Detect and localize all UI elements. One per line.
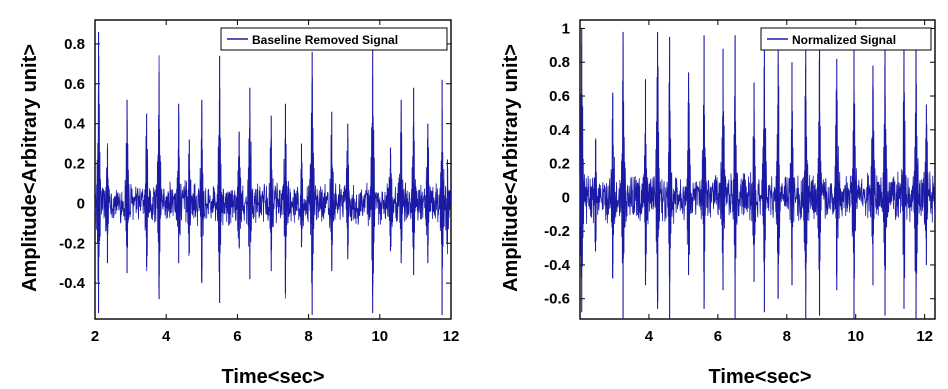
right-legend: Normalized Signal	[760, 27, 932, 51]
right-y-tick-label: 0.8	[549, 54, 570, 71]
left-x-tick-label: 12	[443, 328, 460, 345]
left-x-tick-label: 10	[371, 328, 388, 345]
right-legend-box	[760, 27, 932, 51]
right-y-tick-label: 0.2	[549, 156, 570, 173]
left-x-tick-label: 4	[162, 328, 171, 345]
left-y-tick-label: 0.8	[64, 36, 85, 53]
right-y-tick-label: -0.6	[544, 291, 570, 308]
left-legend-label: Baseline Removed Signal	[252, 33, 398, 47]
right-x-tick-label: 10	[847, 328, 864, 345]
left-y-axis-label: Amplitude<Arbitrary unit>	[19, 44, 41, 292]
right-y-tick-label: 1	[562, 20, 570, 37]
right-y-tick-label: 0.4	[549, 122, 571, 139]
left-y-tick-label: -0.2	[59, 235, 85, 252]
right-y-axis-label: Amplitude<Arbitrary unit>	[500, 44, 522, 292]
left-legend-box	[220, 27, 448, 51]
right-y-tick-label: -0.4	[544, 257, 571, 274]
right-signal-group	[579, 28, 936, 319]
left-y-tick-label: 0	[77, 195, 85, 212]
left-y-tick-label: 0.4	[64, 116, 86, 133]
left-y-tick-label: -0.4	[59, 275, 86, 292]
left-y-tick-label: 0.6	[64, 76, 85, 93]
right-chart-panel: 4 6 8 10 12 -0.6 -0.4 -0.2 0 0.2 0.4 0.6 0.8 1 Normal…	[500, 19, 936, 388]
right-axis-ticks: 4 6 8 10 12 -0.6 -0.4 -0.2 0 0.2 0.4 0.6 0.8 1	[544, 20, 935, 345]
right-y-tick-label: 0	[562, 189, 570, 206]
left-y-tick-label: 0.2	[64, 156, 85, 173]
right-x-tick-label: 12	[916, 328, 933, 345]
left-x-tick-label: 2	[91, 328, 99, 345]
left-x-tick-label: 8	[304, 328, 312, 345]
left-legend: Baseline Removed Signal	[220, 27, 448, 51]
right-x-tick-label: 8	[783, 328, 791, 345]
right-signal-line	[579, 43, 936, 306]
right-legend-label: Normalized Signal	[792, 33, 896, 47]
right-x-tick-label: 6	[714, 328, 722, 345]
left-signal-line	[94, 55, 452, 308]
left-signal-group	[94, 31, 452, 316]
right-x-axis-label: Time<sec>	[708, 366, 811, 388]
right-plot-frame	[579, 19, 936, 320]
left-plot-frame	[94, 19, 452, 320]
left-x-tick-label: 6	[233, 328, 241, 345]
right-y-tick-label: -0.2	[544, 223, 570, 240]
left-axis-ticks: 2 4 6 8 10 12 -0.4 -0.2 0 0.2 0.4 0.6 0.8	[59, 20, 459, 345]
left-chart-panel: 2 4 6 8 10 12 -0.4 -0.2 0 0.2 0.4 0.6 0.8 Baseline R…	[19, 19, 459, 388]
right-x-tick-label: 4	[645, 328, 654, 345]
right-y-tick-label: 0.6	[549, 88, 570, 105]
left-x-axis-label: Time<sec>	[221, 366, 324, 388]
